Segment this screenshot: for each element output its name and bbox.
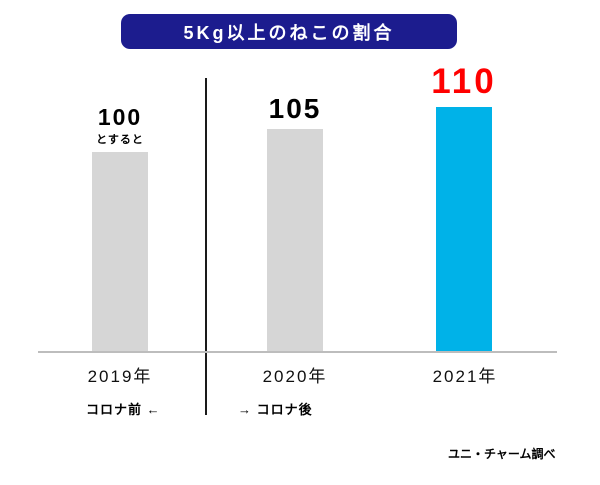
bar-group-2019: 100 とすると	[92, 105, 148, 351]
bar-group-2021: 110	[431, 64, 494, 351]
chart-title-box: 5Kg以上のねこの割合	[121, 14, 457, 49]
baseline-note: とすると	[96, 133, 144, 146]
bar-2021	[436, 107, 492, 351]
x-tick-2020: 2020年	[262, 367, 328, 386]
chart-title: 5Kg以上のねこの割合	[183, 22, 395, 43]
bar-2020	[267, 129, 323, 351]
covid-divider-line	[205, 78, 207, 415]
x-axis-line	[38, 351, 557, 353]
bar-value-label-2020: 105	[268, 92, 322, 124]
after-covid-label: → コロナ後	[238, 402, 313, 417]
before-covid-label: コロナ前 ←	[86, 402, 161, 417]
bar-group-2020: 105	[267, 94, 323, 351]
x-tick-2019: 2019年	[87, 367, 153, 386]
bar-value-label-2019: 100	[97, 104, 143, 131]
x-tick-2021: 2021年	[432, 367, 498, 386]
source-credit: ユニ・チャーム調べ	[448, 447, 556, 461]
bar-value-label-2021: 110	[431, 62, 497, 102]
bar-2019	[92, 151, 148, 351]
